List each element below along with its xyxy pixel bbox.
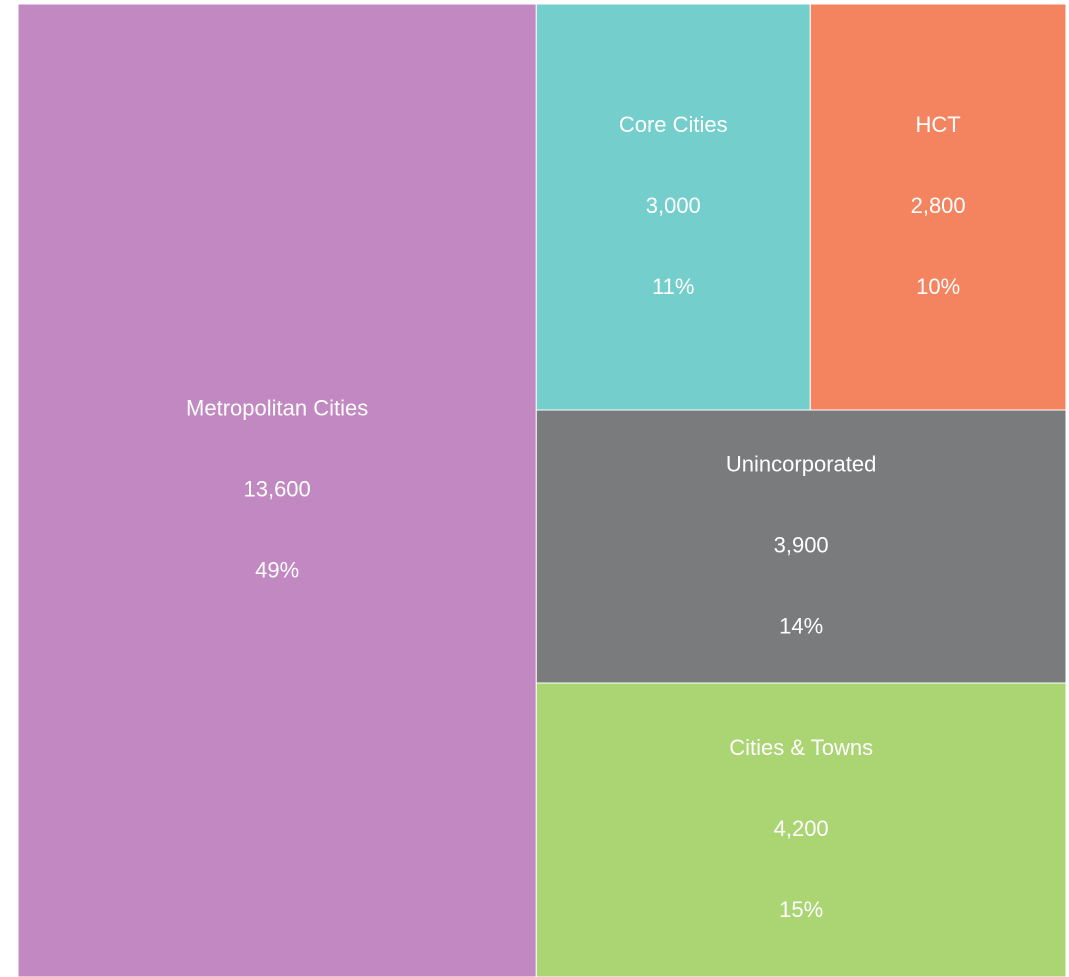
tile-label: Cities & Towns [729, 735, 873, 760]
tile-share: 10% [916, 274, 960, 299]
tile-share: 14% [779, 613, 823, 638]
tile-label: HCT [916, 112, 961, 137]
tile [535, 409, 1067, 684]
tile-share: 15% [779, 897, 823, 922]
tile-value: 3,900 [774, 532, 829, 557]
tile-value: 4,200 [774, 816, 829, 841]
tile [535, 3, 811, 411]
tile [535, 682, 1067, 977]
tile-share: 11% [652, 274, 694, 299]
tile-label: Core Cities [619, 112, 728, 137]
tile [17, 3, 537, 977]
tile-value: 3,000 [646, 193, 701, 218]
tile-value: 13,600 [243, 476, 310, 501]
tile-value: 2,800 [911, 193, 966, 218]
tile-label: Metropolitan Cities [186, 395, 368, 420]
tile-label: Unincorporated [726, 451, 876, 476]
tile-share: 49% [255, 557, 299, 582]
